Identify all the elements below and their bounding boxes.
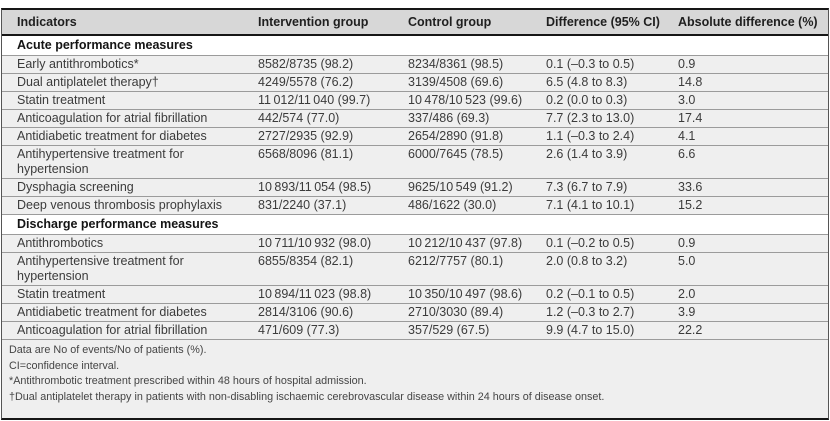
absolute-difference-cell: 14.8 — [672, 73, 828, 92]
column-header: Control group — [402, 10, 540, 36]
control-cell: 2654/2890 (91.8) — [402, 127, 540, 146]
difference-cell: 7.1 (4.1 to 10.1) — [540, 196, 672, 215]
indicator-cell: Statin treatment — [2, 91, 252, 110]
intervention-cell: 2727/2935 (92.9) — [252, 127, 402, 146]
performance-measures-table: Indicators Intervention group Control grou… — [1, 8, 829, 420]
difference-cell: 0.2 (–0.1 to 0.5) — [540, 285, 672, 304]
difference-cell: 7.7 (2.3 to 13.0) — [540, 109, 672, 128]
indicator-cell: Statin treatment — [2, 285, 252, 304]
table-body: Acute performance measures Early antithro… — [2, 35, 828, 340]
difference-cell: 2.6 (1.4 to 3.9) — [540, 145, 672, 179]
absolute-difference-cell: 2.0 — [672, 285, 828, 304]
absolute-difference-cell: 5.0 — [672, 252, 828, 286]
absolute-difference-cell: 3.0 — [672, 91, 828, 110]
intervention-cell: 10 711/10 932 (98.0) — [252, 234, 402, 253]
difference-cell: 0.2 (0.0 to 0.3) — [540, 91, 672, 110]
indicator-cell: Antidiabetic treatment for diabetes — [2, 127, 252, 146]
column-header: Intervention group — [252, 10, 402, 36]
footnotes: Data are No of events/No of patients (%)… — [2, 340, 828, 405]
intervention-cell: 2814/3106 (90.6) — [252, 303, 402, 322]
control-cell: 337/486 (69.3) — [402, 109, 540, 128]
control-cell: 6212/7757 (80.1) — [402, 252, 540, 286]
table-row: Antidiabetic treatment for diabetes 2814/… — [2, 303, 828, 322]
intervention-cell: 6568/8096 (81.1) — [252, 145, 402, 179]
absolute-difference-cell: 33.6 — [672, 178, 828, 197]
difference-cell: 7.3 (6.7 to 7.9) — [540, 178, 672, 197]
table-row: Dysphagia screening 10 893/11 054 (98.5) 9… — [2, 178, 828, 197]
control-cell: 10 478/10 523 (99.6) — [402, 91, 540, 110]
indicator-cell: Antidiabetic treatment for diabetes — [2, 303, 252, 322]
difference-cell: 2.0 (0.8 to 3.2) — [540, 252, 672, 286]
absolute-difference-cell: 22.2 — [672, 321, 828, 340]
indicator-cell: Anticoagulation for atrial fibrillation — [2, 109, 252, 128]
difference-cell: 1.1 (–0.3 to 2.4) — [540, 127, 672, 146]
control-cell: 3139/4508 (69.6) — [402, 73, 540, 92]
control-cell: 9625/10 549 (91.2) — [402, 178, 540, 197]
absolute-difference-cell: 0.9 — [672, 55, 828, 74]
footnote-ci-definition: CI=confidence interval. — [9, 359, 120, 372]
absolute-difference-cell: 4.1 — [672, 127, 828, 146]
table-row: Early antithrombotics* 8582/8735 (98.2) 82… — [2, 55, 828, 74]
header-row: Indicators Intervention group Control grou… — [2, 10, 828, 36]
table-row: Antidiabetic treatment for diabetes 2727/… — [2, 127, 828, 146]
control-cell: 8234/8361 (98.5) — [402, 55, 540, 74]
table-row: Antithrombotics 10 711/10 932 (98.0) 10 21… — [2, 234, 828, 253]
control-cell: 10 212/10 437 (97.8) — [402, 234, 540, 253]
footnote-asterisk: *Antithrombotic treatment prescribed wit… — [9, 375, 367, 387]
absolute-difference-cell: 0.9 — [672, 234, 828, 253]
control-cell: 6000/7645 (78.5) — [402, 145, 540, 179]
footnote-dagger: †Dual antiplatelet therapy in patients w… — [9, 390, 605, 403]
absolute-difference-cell: 15.2 — [672, 196, 828, 215]
control-cell: 10 350/10 497 (98.6) — [402, 285, 540, 304]
intervention-cell: 442/574 (77.0) — [252, 109, 402, 128]
table-row: Deep venous thrombosis prophylaxis 831/22… — [2, 196, 828, 215]
column-header: Absolute difference (%) — [672, 10, 828, 36]
section-title: Acute performance measures — [2, 35, 828, 56]
indicator-cell: Early antithrombotics* — [2, 55, 252, 74]
control-cell: 486/1622 (30.0) — [402, 196, 540, 215]
difference-cell: 1.2 (–0.3 to 2.7) — [540, 303, 672, 322]
indicator-cell: Dual antiplatelet therapy† — [2, 73, 252, 92]
control-cell: 2710/3030 (89.4) — [402, 303, 540, 322]
indicator-cell: Antihypertensive treatment for hypertens… — [2, 252, 252, 286]
table-row: Antihypertensive treatment for hypertens… — [2, 252, 828, 286]
table-row: Statin treatment 10 894/11 023 (98.8) 10 3… — [2, 285, 828, 304]
absolute-difference-cell: 6.6 — [672, 145, 828, 179]
absolute-difference-cell: 3.9 — [672, 303, 828, 322]
intervention-cell: 471/609 (77.3) — [252, 321, 402, 340]
indicator-cell: Antihypertensive treatment for hypertens… — [2, 145, 252, 179]
difference-cell: 9.9 (4.7 to 15.0) — [540, 321, 672, 340]
footnote-data-definition: Data are No of events/No of patients (%)… — [9, 344, 207, 356]
intervention-cell: 4249/5578 (76.2) — [252, 73, 402, 92]
section-row: Acute performance measures — [2, 35, 828, 56]
table-row: Anticoagulation for atrial fibrillation 4… — [2, 321, 828, 340]
table-row: Dual antiplatelet therapy† 4249/5578 (76.… — [2, 73, 828, 92]
control-cell: 357/529 (67.5) — [402, 321, 540, 340]
intervention-cell: 10 894/11 023 (98.8) — [252, 285, 402, 304]
section-title: Discharge performance measures — [2, 214, 828, 235]
indicator-cell: Deep venous thrombosis prophylaxis — [2, 196, 252, 215]
intervention-cell: 11 012/11 040 (99.7) — [252, 91, 402, 110]
table-row: Anticoagulation for atrial fibrillation 4… — [2, 109, 828, 128]
difference-cell: 6.5 (4.8 to 8.3) — [540, 73, 672, 92]
data-table: Indicators Intervention group Control grou… — [2, 10, 828, 340]
intervention-cell: 6855/8354 (82.1) — [252, 252, 402, 286]
intervention-cell: 8582/8735 (98.2) — [252, 55, 402, 74]
indicator-cell: Antithrombotics — [2, 234, 252, 253]
intervention-cell: 10 893/11 054 (98.5) — [252, 178, 402, 197]
table-row: Statin treatment 11 012/11 040 (99.7) 10 4… — [2, 91, 828, 110]
difference-cell: 0.1 (–0.2 to 0.5) — [540, 234, 672, 253]
absolute-difference-cell: 17.4 — [672, 109, 828, 128]
indicator-cell: Dysphagia screening — [2, 178, 252, 197]
column-header: Difference (95% CI) — [540, 10, 672, 36]
indicator-cell: Anticoagulation for atrial fibrillation — [2, 321, 252, 340]
table-row: Antihypertensive treatment for hypertens… — [2, 145, 828, 179]
intervention-cell: 831/2240 (37.1) — [252, 196, 402, 215]
section-row: Discharge performance measures — [2, 214, 828, 235]
column-header: Indicators — [2, 10, 252, 36]
difference-cell: 0.1 (–0.3 to 0.5) — [540, 55, 672, 74]
